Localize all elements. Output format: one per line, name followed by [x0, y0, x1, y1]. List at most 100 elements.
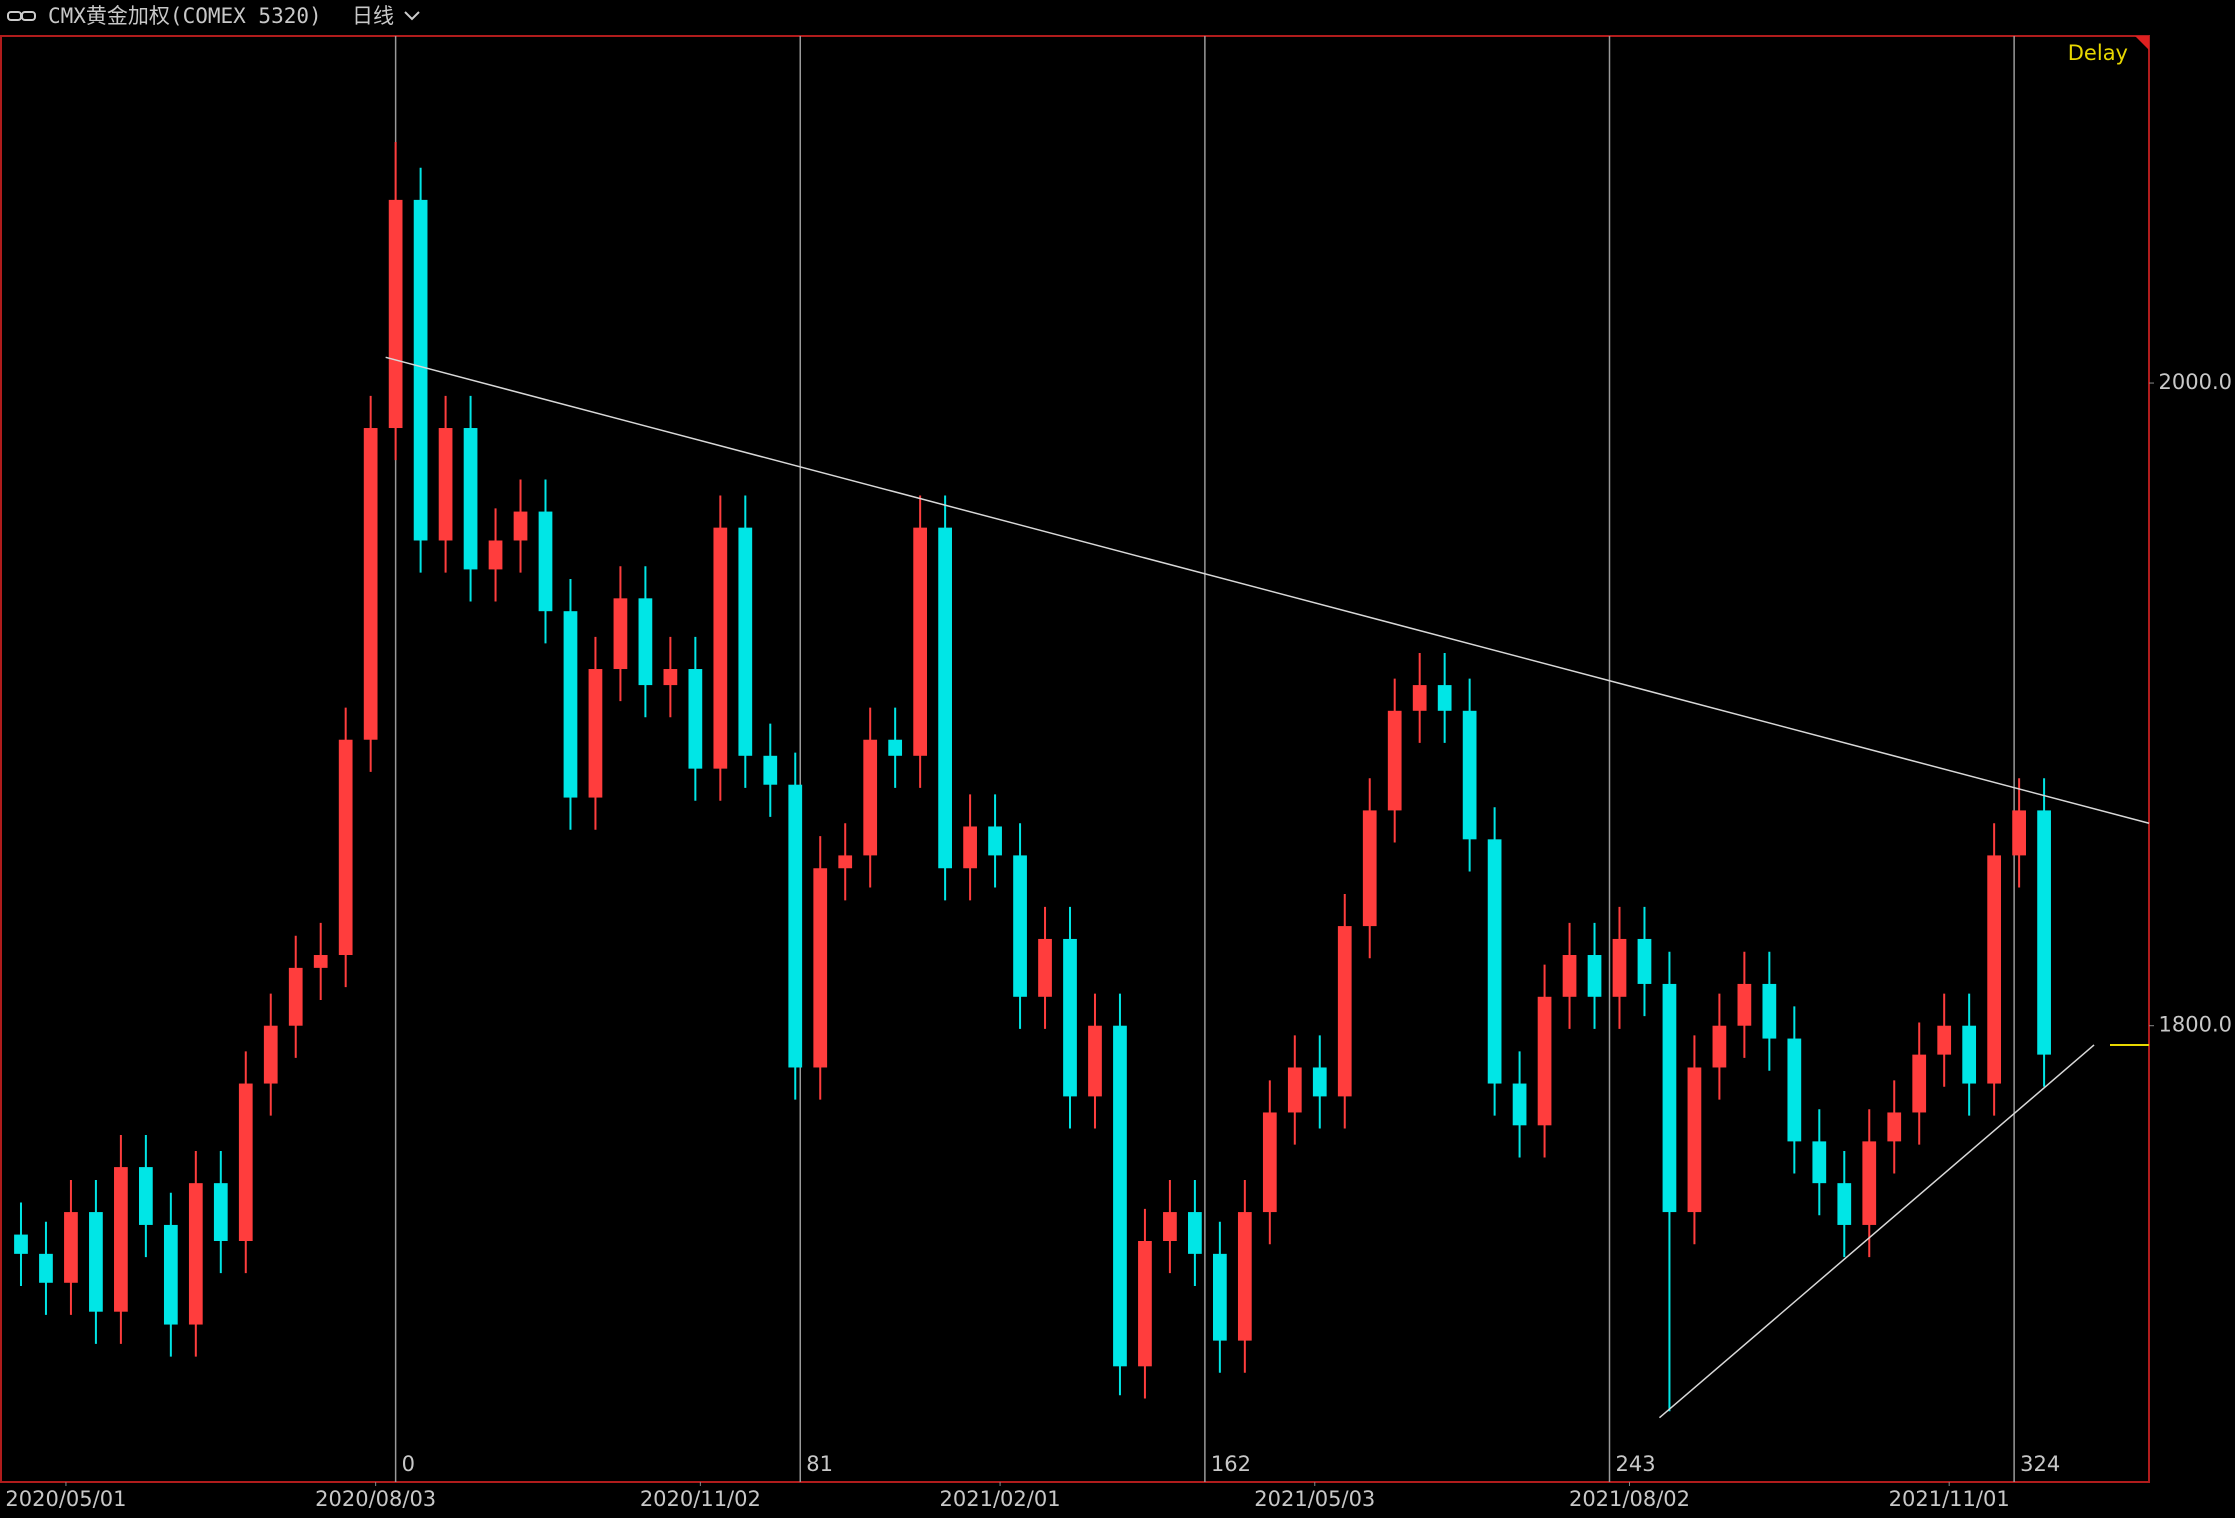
trend-line [1658, 1044, 2095, 1419]
index-label: 324 [2020, 1452, 2060, 1476]
plot-border [0, 35, 2150, 1483]
candle-body [1212, 1253, 1227, 1341]
candle-body [89, 1212, 103, 1312]
candle-body [763, 755, 778, 785]
candle-body [738, 527, 753, 756]
candle-body [813, 868, 828, 1068]
candle-body [1912, 1054, 1927, 1113]
candle-body [913, 527, 928, 756]
x-tick-label: 2020/11/02 [640, 1487, 761, 1511]
y-tick-label: 2000.0 [2159, 370, 2232, 394]
candle-body [114, 1167, 128, 1312]
candle-body [1262, 1112, 1277, 1213]
candle-body [1812, 1141, 1827, 1184]
candle-body [1337, 926, 1352, 1097]
candle-body [64, 1212, 78, 1283]
candle-body [1412, 685, 1427, 711]
candle-body [2037, 810, 2051, 1055]
candle-body [163, 1224, 178, 1325]
candle-body [1287, 1067, 1302, 1113]
candle-body [538, 511, 553, 612]
candle-body [39, 1253, 53, 1283]
candle-body [1687, 1067, 1702, 1213]
candle-body [188, 1183, 203, 1325]
candle-body [263, 1025, 278, 1084]
candle-body [1737, 983, 1752, 1026]
candle-body [938, 527, 952, 869]
candle-body [2012, 810, 2026, 856]
corner-flag [2135, 36, 2149, 50]
candle-body [613, 598, 628, 670]
candle-body [313, 955, 328, 968]
candle-body [413, 199, 428, 541]
candle-body [1637, 938, 1652, 984]
candle-body [1787, 1038, 1802, 1142]
candle-body [963, 826, 977, 869]
candle-body [14, 1234, 28, 1254]
candle-body [1138, 1241, 1152, 1367]
candle-body [1088, 1025, 1102, 1097]
y-tick-label: 1800.0 [2159, 1013, 2232, 1037]
x-tick-label: 2021/08/02 [1569, 1487, 1690, 1511]
index-label: 0 [402, 1452, 415, 1476]
x-tick-label: 2021/02/01 [940, 1487, 1061, 1511]
candle-body [1362, 810, 1377, 927]
candle-body [1237, 1212, 1252, 1341]
delay-status: Delay [2068, 41, 2128, 65]
candle-body [513, 511, 528, 541]
candle-body [1188, 1212, 1202, 1254]
candle-body [638, 598, 653, 686]
candle-body [1837, 1183, 1852, 1225]
index-label: 243 [1616, 1452, 1656, 1476]
candle-body [288, 967, 303, 1026]
candle-body [1562, 955, 1577, 997]
x-tick-label: 2021/05/03 [1254, 1487, 1375, 1511]
candle-body [1537, 996, 1552, 1126]
trend-line [385, 356, 2150, 824]
candle-body [1487, 839, 1502, 1084]
candle-body [863, 739, 878, 856]
index-label: 162 [1211, 1452, 1251, 1476]
candle-body [388, 199, 403, 429]
dropdown-arrow[interactable] [404, 11, 420, 21]
candle-body [238, 1083, 253, 1241]
candle-body [1038, 938, 1052, 997]
period-selector[interactable]: 日线 [352, 4, 394, 28]
candle-body [463, 428, 478, 570]
candle-body [1712, 1025, 1727, 1068]
x-tick-label: 2020/08/03 [315, 1487, 436, 1511]
candle-body [1437, 685, 1452, 711]
candle-body [1662, 983, 1677, 1213]
candle-body [663, 669, 678, 686]
candle-body [1612, 938, 1627, 997]
x-tick-label: 2021/11/01 [1889, 1487, 2010, 1511]
candle-body [1762, 983, 1777, 1039]
candle-body [1063, 938, 1077, 1097]
candle-body [713, 527, 728, 769]
candle-body [1013, 855, 1027, 997]
candle-body [1587, 955, 1602, 997]
candle-body [138, 1167, 153, 1225]
candle-body [838, 855, 853, 869]
candle-body [1937, 1025, 1952, 1055]
candle-body [1862, 1141, 1877, 1225]
candle-body [213, 1183, 228, 1241]
candle-body [338, 739, 353, 956]
candle-body [688, 669, 703, 769]
candle-body [1163, 1212, 1177, 1241]
chart-title: CMX黄金加权(COMEX 5320) [48, 4, 322, 28]
candle-body [438, 428, 453, 541]
candle-body [1113, 1025, 1127, 1367]
candle-body [563, 611, 578, 798]
link-icon [7, 11, 36, 21]
candle-body [1462, 710, 1477, 840]
candle-body [588, 669, 603, 798]
candle-body [888, 739, 903, 756]
candle-body [1887, 1112, 1902, 1142]
index-label: 81 [806, 1452, 833, 1476]
candle-body [1512, 1083, 1527, 1126]
candle-body [1962, 1025, 1977, 1084]
candle-body [1987, 855, 2002, 1084]
